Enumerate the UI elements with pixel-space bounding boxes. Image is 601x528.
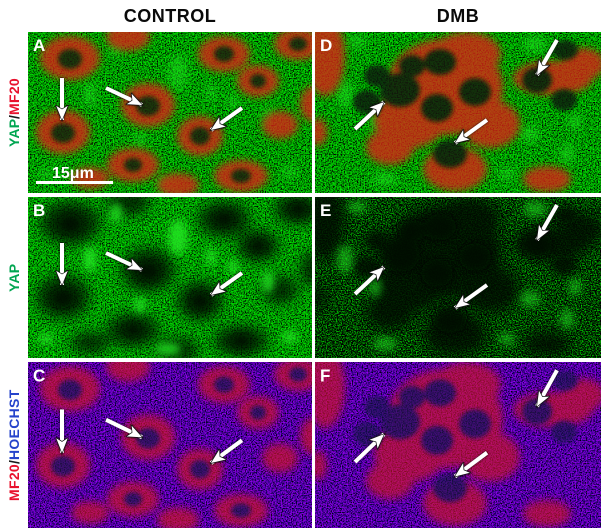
annotation-arrow	[353, 432, 384, 464]
panel-b-micrograph	[28, 197, 312, 358]
panel-d-annotations: D	[320, 36, 559, 145]
row-label-part: /	[6, 114, 22, 119]
annotation-arrow	[105, 86, 142, 107]
row-label-part: /	[6, 459, 22, 464]
row-label-yap-mf20: YAP / MF20	[0, 32, 28, 193]
annotation-arrow	[105, 417, 142, 440]
panel-e-annotations: E	[320, 201, 559, 310]
panel-letter-f: F	[320, 365, 330, 385]
panel-f-dmb-mf20-hoechst-image: F	[315, 362, 601, 528]
panel-e-dmb-yap-image: E	[315, 197, 601, 358]
panel-letter-b: B	[33, 201, 45, 220]
annotation-arrow	[105, 251, 142, 272]
annotation-arrow	[211, 106, 244, 132]
panel-a-micrograph	[28, 32, 312, 193]
panel-f-annotations: F	[320, 365, 559, 479]
panel-letter-e: E	[320, 201, 331, 220]
panel-a-annotations: A 15μm	[33, 36, 244, 184]
panel-c-control-mf20-hoechst-image: C	[28, 362, 312, 528]
row-label-yap: YAP	[0, 197, 28, 358]
scale-bar-label: 15μm	[52, 165, 94, 182]
row-label-part: HOECHST	[6, 389, 22, 460]
panel-a-control-merge-image: A 15μm	[28, 32, 312, 193]
column-header-dmb: DMB	[436, 6, 480, 26]
panel-b-annotations: B	[33, 201, 244, 297]
panel-letter-d: D	[320, 36, 332, 55]
annotation-arrow	[455, 283, 489, 310]
row-label-part: YAP	[6, 118, 22, 148]
annotation-arrow	[535, 204, 559, 240]
panel-c-annotations: C	[33, 365, 244, 465]
panel-c-micrograph	[28, 362, 312, 528]
annotation-arrow	[535, 369, 559, 406]
panel-d-micrograph	[315, 32, 601, 193]
panel-letter-a: A	[33, 36, 45, 55]
annotation-arrow	[535, 39, 559, 75]
annotation-arrow	[455, 118, 489, 145]
scale-bar	[36, 181, 113, 184]
panel-e-micrograph	[315, 197, 601, 358]
annotation-arrow	[211, 438, 244, 465]
panel-f-micrograph	[315, 362, 601, 528]
panel-b-control-yap-image: B	[28, 197, 312, 358]
row-label-part: YAP	[6, 263, 22, 292]
annotation-arrow	[211, 271, 244, 297]
panel-d-dmb-merge-image: D	[315, 32, 601, 193]
annotation-arrow	[353, 265, 384, 296]
annotation-arrow	[353, 100, 384, 131]
column-header-control: CONTROL	[123, 6, 217, 26]
row-label-mf20-hoechst: MF20/HOECHST	[0, 362, 28, 528]
row-label-part: MF20	[6, 463, 22, 501]
annotation-arrow	[455, 451, 489, 479]
panel-letter-c: C	[33, 365, 45, 385]
row-label-part: MF20	[6, 77, 22, 115]
